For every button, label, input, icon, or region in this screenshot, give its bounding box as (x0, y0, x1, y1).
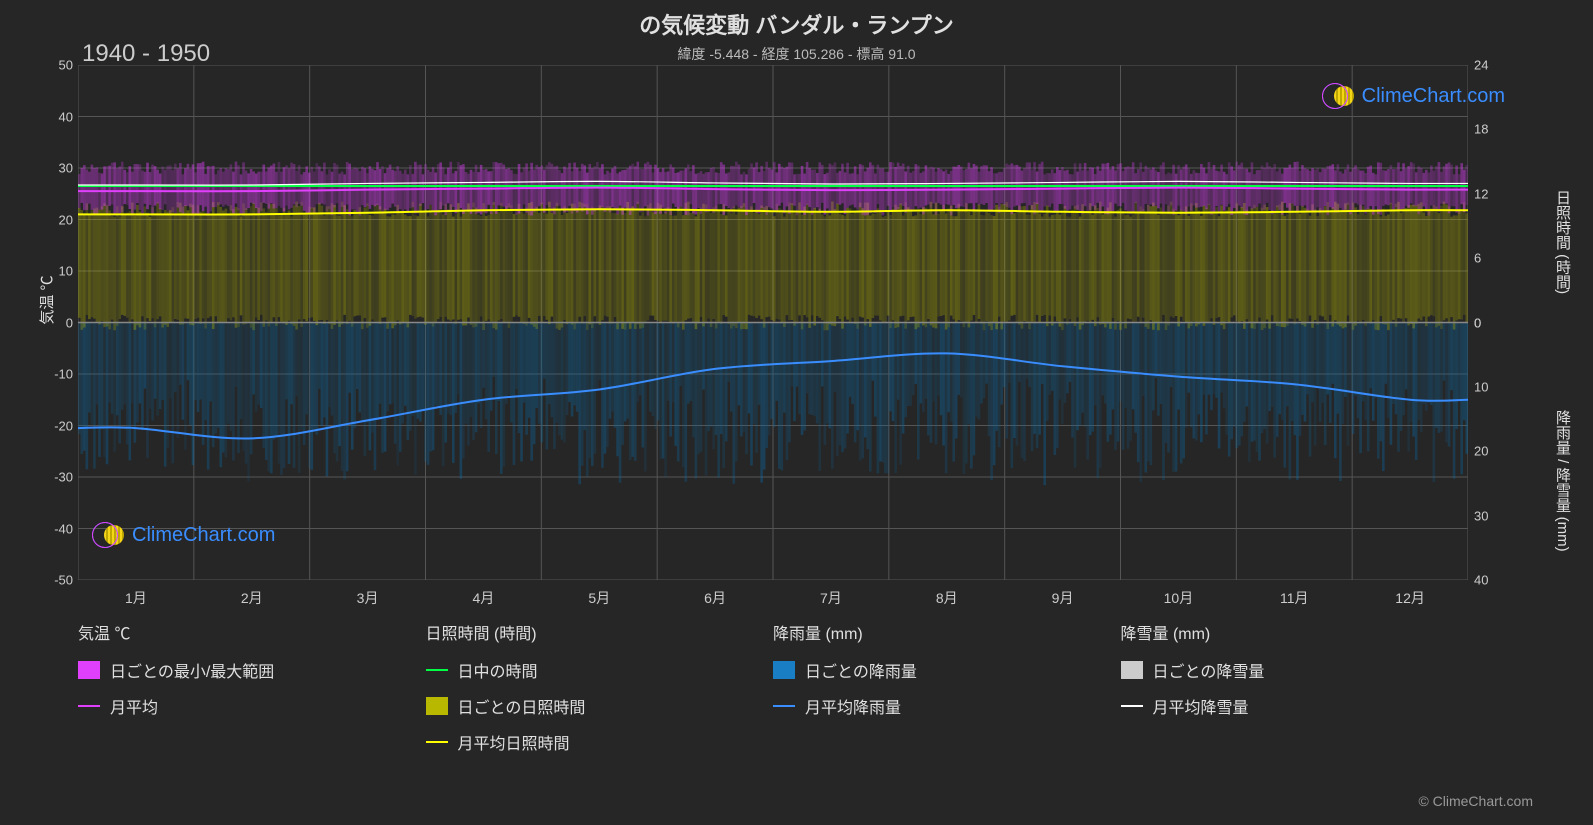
legend-header: 降雪量 (mm) (1121, 620, 1469, 644)
legend-label: 日中の時間 (458, 658, 538, 682)
logo-text: ClimeChart.com (132, 524, 275, 547)
logo-text: ClimeChart.com (1362, 85, 1505, 108)
legend-item: 月平均日照時間 (426, 730, 774, 754)
legend-swatch-line (426, 741, 448, 743)
logo-icon (1322, 83, 1356, 109)
legend-label: 日ごとの降雪量 (1153, 658, 1265, 682)
ytick-right-sun: 12 (1474, 186, 1514, 201)
ytick-left: 0 (33, 315, 73, 330)
legend-swatch-block (1121, 661, 1143, 679)
ytick-right-sun: 6 (1474, 251, 1514, 266)
legend-label: 日ごとの降雨量 (805, 658, 917, 682)
ytick-left: -50 (33, 573, 73, 588)
legend-item: 日ごとの降雪量 (1121, 658, 1469, 682)
legend-item: 月平均 (78, 694, 426, 718)
watermark-bottom-left: ClimeChart.com (92, 522, 275, 548)
legend-item: 月平均降雨量 (773, 694, 1121, 718)
xtick-month: 4月 (473, 588, 495, 608)
legend-label: 日ごとの日照時間 (458, 694, 586, 718)
xtick-month: 10月 (1164, 588, 1194, 608)
legend-column: 気温 ℃ 日ごとの最小/最大範囲月平均 (78, 620, 426, 766)
legend-column: 降雪量 (mm) 日ごとの降雪量月平均降雪量 (1121, 620, 1469, 766)
legend-swatch-block (773, 661, 795, 679)
legend-column: 降雨量 (mm) 日ごとの降雨量月平均降雨量 (773, 620, 1121, 766)
ytick-right-precip: 30 (1474, 508, 1514, 523)
legend-item: 月平均降雪量 (1121, 694, 1469, 718)
watermark-top-right: ClimeChart.com (1322, 83, 1505, 109)
xtick-month: 9月 (1052, 588, 1074, 608)
ytick-right-sun: 18 (1474, 122, 1514, 137)
legend: 気温 ℃ 日ごとの最小/最大範囲月平均 日照時間 (時間) 日中の時間日ごとの日照時間… (78, 620, 1468, 766)
legend-item: 日ごとの日照時間 (426, 694, 774, 718)
ytick-left: 10 (33, 264, 73, 279)
y-axis-right-label-precip: 降雨量 / 降雪量 (mm) (1552, 410, 1573, 552)
xtick-month: 2月 (241, 588, 263, 608)
ytick-right-precip: 10 (1474, 379, 1514, 394)
legend-item: 日ごとの降雨量 (773, 658, 1121, 682)
xtick-month: 6月 (704, 588, 726, 608)
chart-container: の気候変動 バンダル・ランプン 緯度 -5.448 - 経度 105.286 -… (0, 0, 1593, 825)
ytick-left: -40 (33, 521, 73, 536)
chart-title: の気候変動 バンダル・ランプン (0, 8, 1593, 40)
legend-label: 日ごとの最小/最大範囲 (110, 658, 274, 682)
copyright: © ClimeChart.com (1418, 793, 1533, 809)
xtick-month: 1月 (125, 588, 147, 608)
ytick-left: -30 (33, 470, 73, 485)
xtick-month: 5月 (588, 588, 610, 608)
legend-header: 気温 ℃ (78, 620, 426, 644)
ytick-left: -20 (33, 418, 73, 433)
xtick-month: 11月 (1280, 588, 1309, 608)
ytick-right-precip: 20 (1474, 444, 1514, 459)
legend-swatch-line (78, 705, 100, 707)
legend-swatch-line (426, 669, 448, 671)
ytick-right-precip: 40 (1474, 573, 1514, 588)
legend-swatch-line (773, 705, 795, 707)
ytick-left: -10 (33, 367, 73, 382)
ytick-right-sun: 24 (1474, 58, 1514, 73)
year-range-label: 1940 - 1950 (82, 40, 210, 68)
ytick-right-precip: 0 (1474, 315, 1514, 330)
plot-area (78, 65, 1468, 580)
logo-icon (92, 522, 126, 548)
chart-subtitle: 緯度 -5.448 - 経度 105.286 - 標高 91.0 (0, 44, 1593, 64)
legend-header: 降雨量 (mm) (773, 620, 1121, 644)
legend-item: 日中の時間 (426, 658, 774, 682)
y-axis-right-label-sunlight: 日照時間 (時間) (1552, 190, 1573, 294)
plot-svg (78, 65, 1468, 580)
legend-label: 月平均降雪量 (1153, 694, 1249, 718)
legend-swatch-block (426, 697, 448, 715)
legend-header: 日照時間 (時間) (426, 620, 774, 644)
ytick-left: 20 (33, 212, 73, 227)
ytick-left: 40 (33, 109, 73, 124)
legend-swatch-line (1121, 705, 1143, 707)
xtick-month: 8月 (936, 588, 958, 608)
legend-label: 月平均降雨量 (805, 694, 901, 718)
legend-label: 月平均 (110, 694, 158, 718)
legend-label: 月平均日照時間 (458, 730, 570, 754)
titles-block: の気候変動 バンダル・ランプン 緯度 -5.448 - 経度 105.286 -… (0, 0, 1593, 64)
xtick-month: 3月 (357, 588, 379, 608)
xtick-month: 12月 (1395, 588, 1425, 608)
legend-swatch-block (78, 661, 100, 679)
ytick-left: 50 (33, 58, 73, 73)
legend-column: 日照時間 (時間) 日中の時間日ごとの日照時間月平均日照時間 (426, 620, 774, 766)
legend-item: 日ごとの最小/最大範囲 (78, 658, 426, 682)
xtick-month: 7月 (820, 588, 842, 608)
ytick-left: 30 (33, 161, 73, 176)
